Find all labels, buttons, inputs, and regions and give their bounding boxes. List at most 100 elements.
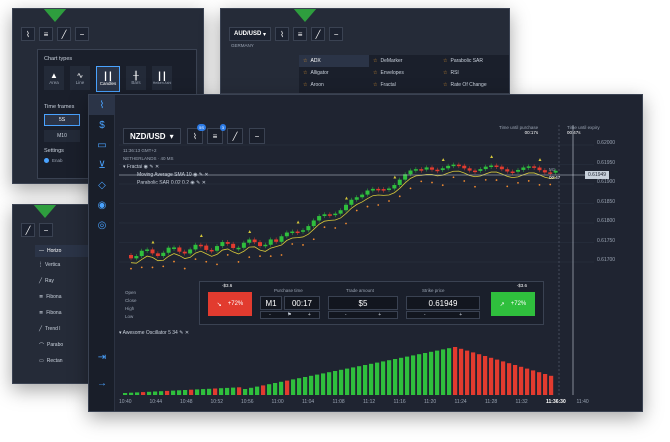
- horizontal-line-icon: ―: [39, 248, 44, 254]
- drawing-item[interactable]: ⌒ Parabo: [39, 342, 64, 349]
- chart-type-bars[interactable]: ╫ Bars: [126, 66, 146, 90]
- fractal-marker: ▲: [296, 220, 301, 226]
- purchase-time-value[interactable]: 00:17: [284, 296, 320, 310]
- draw-icon[interactable]: ╱: [57, 27, 71, 41]
- exit-icon[interactable]: ⇥: [97, 351, 107, 363]
- fractal-marker: ▲: [441, 157, 446, 163]
- chart-type-line[interactable]: ∿ Line: [70, 66, 90, 90]
- sar-dot: [355, 209, 358, 212]
- trade-amount-input[interactable]: $5: [328, 296, 398, 310]
- minus-icon[interactable]: −: [75, 27, 89, 41]
- trade-amount-stepper[interactable]: - +: [328, 311, 398, 319]
- indicator-item[interactable]: ☆ ADX: [299, 55, 369, 67]
- coins-icon[interactable]: ◉: [97, 199, 107, 211]
- chart-type-area[interactable]: ▲ Area: [44, 66, 64, 90]
- fractal-marker: ▲: [151, 239, 156, 245]
- drawing-item[interactable]: ≣ Fibona: [39, 294, 62, 300]
- candle: [231, 243, 236, 249]
- candle: [349, 199, 354, 205]
- drawing-item[interactable]: ― Horizo: [35, 245, 91, 257]
- indicators-icon[interactable]: ≡: [39, 27, 53, 41]
- oscillator-bar: [195, 389, 200, 395]
- indicator-item[interactable]: ☆ Fractal: [373, 82, 396, 88]
- candle: [284, 232, 289, 237]
- time-frame-m10[interactable]: M10: [44, 130, 80, 142]
- chart-type-icon[interactable]: ⌇: [21, 27, 35, 41]
- oscillator-bar: [153, 391, 158, 395]
- arrow-right-icon[interactable]: →: [97, 377, 107, 389]
- candle: [182, 251, 187, 254]
- put-button[interactable]: ↘ +72%: [208, 292, 252, 316]
- indicator-parabolic-sar[interactable]: Parabolic SAR 0.02 0.2 ◉ ✎ ✕: [137, 180, 206, 186]
- support-icon[interactable]: ◎: [97, 219, 107, 231]
- server-time: 11:36:13 GMT+2: [123, 148, 157, 153]
- candle: [478, 169, 483, 171]
- chat-icon[interactable]: ▭: [97, 139, 107, 151]
- oscillator-bar: [423, 353, 428, 395]
- fibonacci-icon: ≣: [39, 310, 44, 316]
- strike-price-input[interactable]: 0.61949: [406, 296, 480, 310]
- sar-dot: [140, 266, 143, 269]
- oscillator-bar: [501, 361, 506, 395]
- call-payout: -$3.6: [516, 283, 527, 288]
- pair-selector[interactable]: NZD/USD ▾: [123, 128, 181, 144]
- timeframe-value[interactable]: M1: [260, 296, 282, 310]
- chart-settings-button[interactable]: ⌇ 5S: [187, 124, 206, 144]
- candle: [172, 247, 176, 249]
- drawing-item[interactable]: ╱ Ray: [39, 278, 54, 284]
- minus-icon[interactable]: −: [39, 223, 53, 237]
- indicator-item[interactable]: ☆ Alligator: [303, 70, 329, 76]
- diamond-icon[interactable]: ◇: [98, 179, 106, 191]
- indicator-item[interactable]: ☆ Rate Of Change: [443, 82, 487, 88]
- purchase-time-stepper[interactable]: - ⚑ +: [260, 311, 320, 319]
- price-tick: 0.62000: [597, 140, 616, 146]
- arrow-up-icon: ↗: [499, 301, 505, 308]
- pair-selector[interactable]: AUD/USD ▾: [229, 27, 272, 41]
- drawing-item[interactable]: ┊ Vertica: [39, 262, 61, 268]
- indicator-item[interactable]: ☆ RSI: [443, 70, 459, 76]
- indicators-button[interactable]: ≡ 3: [207, 124, 226, 144]
- candle: [333, 213, 338, 216]
- indicator-item[interactable]: ☆ DeMarker: [373, 58, 403, 64]
- oscillator-bar: [189, 389, 194, 395]
- time-frame-5s[interactable]: 5S: [44, 114, 80, 126]
- oscillator-bar: [231, 387, 236, 395]
- candle: [467, 168, 472, 171]
- minimize-button[interactable]: −: [249, 128, 265, 144]
- cart-icon[interactable]: ⊻: [98, 159, 106, 171]
- rectangle-icon: ▭: [39, 358, 44, 364]
- chart-icon[interactable]: ⌇: [89, 95, 115, 115]
- minus-icon[interactable]: −: [329, 27, 344, 41]
- sar-dot: [441, 184, 444, 187]
- oscillator-bar: [441, 349, 446, 395]
- chart-type-candles[interactable]: ┃┃ Candles: [96, 66, 120, 92]
- dollar-icon[interactable]: $: [99, 119, 105, 131]
- draw-icon[interactable]: ╱: [21, 223, 35, 237]
- sar-dot: [194, 258, 197, 261]
- indicator-item[interactable]: ☆ Envelopes: [373, 70, 404, 76]
- indicator-fractal[interactable]: ▾ Fractal ◉ ✎ ✕: [123, 164, 160, 170]
- strike-price-stepper[interactable]: - +: [406, 311, 480, 319]
- indicator-item[interactable]: ☆ Parabolic SAR: [443, 58, 483, 64]
- draw-icon[interactable]: ╱: [311, 27, 326, 41]
- call-button[interactable]: ↗ +72%: [491, 292, 535, 316]
- indicator-item[interactable]: ☆ Aroon: [303, 82, 324, 88]
- oscillator-bar: [249, 387, 254, 395]
- oscillator-bar: [321, 373, 326, 395]
- price-tick: 0.61950: [597, 159, 616, 166]
- oscillator-bar: [363, 365, 368, 395]
- drawing-item[interactable]: ╱ Trend l: [39, 326, 61, 332]
- main-trading-window: ⌇ $ ▭ ⊻ ◇ ◉ ◎ ⇥ → NZD/USD ▾ ⌇ 5S ≡ 3 ╱ − 11…: [88, 94, 643, 412]
- drawing-item[interactable]: ≣ Fibona: [39, 310, 62, 316]
- candle: [161, 252, 166, 256]
- ray-icon: ╱: [39, 278, 43, 284]
- drawing-item[interactable]: ▭ Rectan: [39, 358, 63, 364]
- chart-type-heiken-ashi[interactable]: ┃┃ Heiken Ashi: [152, 66, 172, 90]
- oscillator-bar: [141, 392, 146, 395]
- settings-toggle[interactable]: Enab: [44, 158, 63, 163]
- sar-dot: [237, 261, 240, 263]
- chart-type-icon[interactable]: ⌇: [275, 27, 290, 41]
- indicators-icon[interactable]: ≡: [293, 27, 308, 41]
- fractal-marker: ▲: [538, 157, 543, 163]
- draw-button[interactable]: ╱: [227, 128, 243, 144]
